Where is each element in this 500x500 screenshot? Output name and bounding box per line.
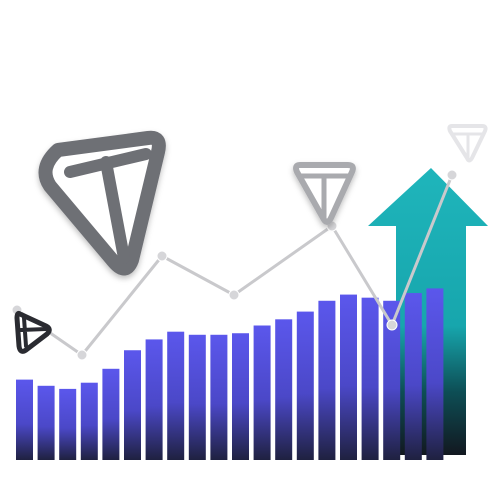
mid-ton-icon: [293, 162, 356, 225]
trend-line: [11, 169, 458, 361]
trend-node: [446, 169, 458, 181]
large-ton-icon: [38, 130, 166, 276]
bar: [210, 334, 228, 460]
small-ton-icon: [14, 311, 52, 354]
bar: [145, 339, 163, 460]
bar: [188, 334, 206, 460]
trend-node: [76, 349, 88, 361]
bar: [361, 297, 379, 460]
trend-node: [228, 289, 240, 301]
top-ton-icon: [447, 124, 488, 163]
bar: [426, 288, 444, 460]
bar: [340, 294, 357, 460]
bar: [253, 325, 271, 460]
bar-chart: [16, 288, 444, 460]
bar: [80, 382, 98, 460]
trend-node: [156, 250, 168, 262]
bar: [124, 350, 141, 460]
bar: [404, 293, 422, 460]
trend-node: [386, 319, 398, 331]
bar: [232, 333, 249, 460]
bar: [275, 319, 293, 460]
bar: [383, 300, 401, 460]
bar: [296, 311, 314, 460]
bar: [16, 379, 33, 460]
bar: [59, 388, 77, 460]
bar: [318, 300, 336, 460]
bar: [37, 385, 55, 460]
bar: [102, 368, 120, 460]
bar: [167, 331, 185, 460]
